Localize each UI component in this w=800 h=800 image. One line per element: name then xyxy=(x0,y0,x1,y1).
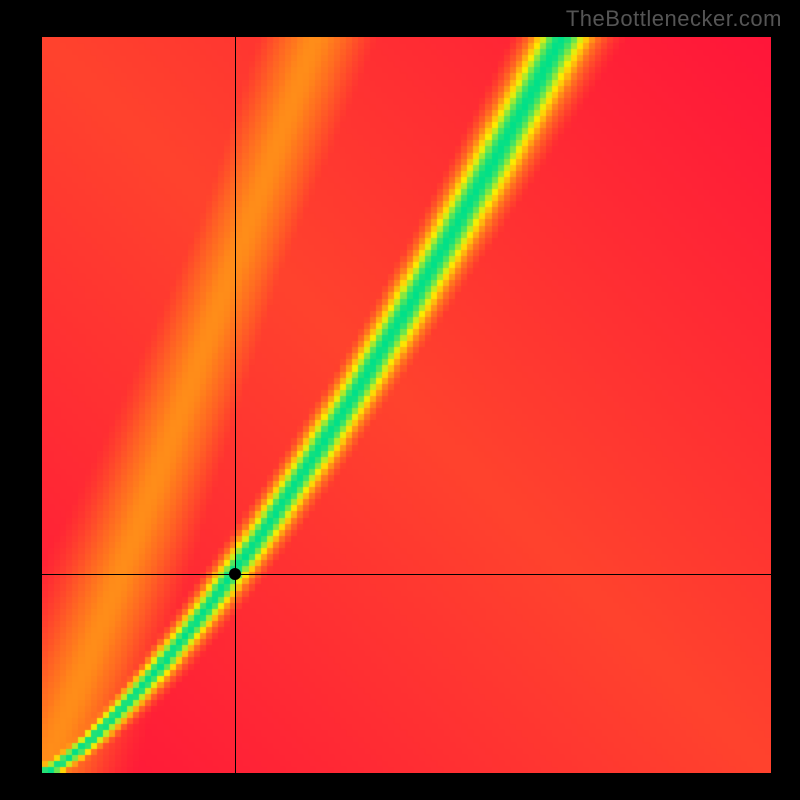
bottleneck-heatmap xyxy=(42,37,771,773)
heatmap-canvas xyxy=(42,37,771,773)
watermark-text: TheBottlenecker.com xyxy=(566,6,782,32)
